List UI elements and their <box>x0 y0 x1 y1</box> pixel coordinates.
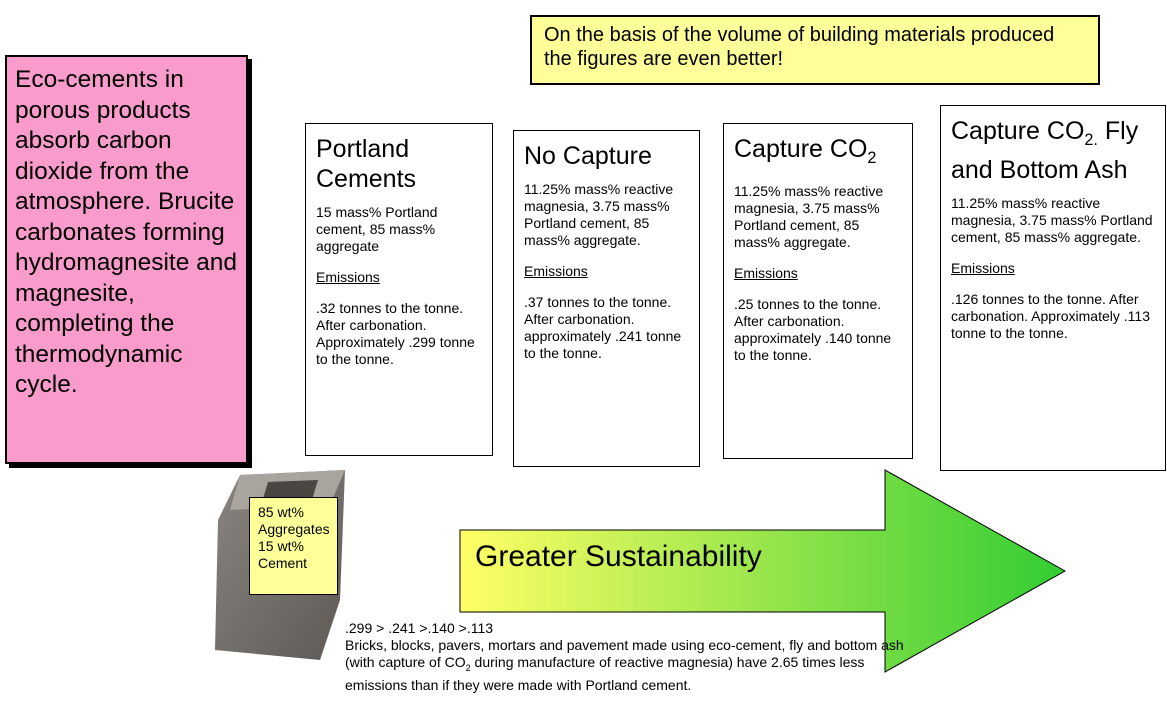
emissions-heading: Emissions <box>734 265 798 282</box>
label-line: Aggregates <box>258 521 329 538</box>
brick-label: 85 wt% Aggregates 15 wt% Cement <box>249 497 338 595</box>
composition: 11.25% mass% reactive magnesia, 3.75 mas… <box>951 195 1155 246</box>
column: Capture CO2. Fly and Bottom Ash 11.25% m… <box>940 105 1166 471</box>
emissions: .25 tonnes to the tonne. After carbonati… <box>734 296 902 364</box>
composition: 11.25% mass% reactive magnesia, 3.75 mas… <box>734 183 902 251</box>
column-title: Capture CO2 <box>734 134 902 173</box>
composition: 11.25% mass% reactive magnesia, 3.75 mas… <box>524 181 689 249</box>
composition: 15 mass% Portland cement, 85 mass% aggre… <box>316 204 482 255</box>
title-text: Capture CO <box>951 117 1084 145</box>
callout-text: On the basis of the volume of building m… <box>544 24 1054 70</box>
column-title: No Capture <box>524 141 689 171</box>
arrow-label: Greater Sustainability <box>475 540 762 574</box>
emissions: .126 tonnes to the tonne. After carbonat… <box>951 291 1155 342</box>
slide: Eco-cements in porous products absorb ca… <box>0 0 1167 721</box>
note-text: Eco-cements in porous products absorb ca… <box>15 66 237 398</box>
label-line: Cement <box>258 555 329 572</box>
column: Portland Cements 15 mass% Portland cemen… <box>305 123 493 456</box>
emissions: .37 tonnes to the tonne. After carbonati… <box>524 294 689 362</box>
column: Capture CO2 11.25% mass% reactive magnes… <box>723 123 913 459</box>
summary: .299 > .241 >.140 >.113 Bricks, blocks, … <box>345 620 905 694</box>
subscript: 2 <box>867 149 876 167</box>
note: Eco-cements in porous products absorb ca… <box>5 55 248 464</box>
column: No Capture 11.25% mass% reactive magnesi… <box>513 130 700 467</box>
column-title: Capture CO2. Fly and Bottom Ash <box>951 116 1155 185</box>
emissions-heading: Emissions <box>316 269 380 286</box>
title-text: Capture CO <box>734 135 867 163</box>
emissions: .32 tonnes to the tonne. After carbonati… <box>316 300 482 368</box>
callout: On the basis of the volume of building m… <box>530 15 1100 85</box>
label-line: 15 wt% <box>258 538 329 555</box>
comparison: .299 > .241 >.140 >.113 <box>345 620 905 637</box>
subscript: 2. <box>1084 131 1098 149</box>
emissions-heading: Emissions <box>951 260 1015 277</box>
column-title: Portland Cements <box>316 134 482 194</box>
label-line: 85 wt% <box>258 504 329 521</box>
emissions-heading: Emissions <box>524 263 588 280</box>
